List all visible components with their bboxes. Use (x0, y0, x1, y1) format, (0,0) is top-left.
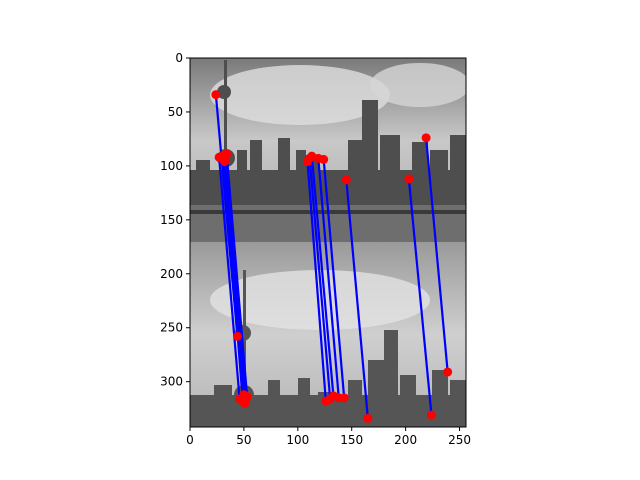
y-tick-label: 200 (160, 267, 183, 281)
keypoint-bottom (239, 390, 249, 400)
keypoint-top (211, 90, 221, 100)
keypoint-top (319, 154, 329, 164)
match-line (425, 137, 449, 373)
y-tick-label: 300 (160, 375, 183, 389)
x-tick-label: 250 (448, 433, 471, 447)
match-line (306, 161, 327, 402)
keypoint-bottom (427, 410, 436, 420)
x-tick-label: 150 (340, 433, 363, 447)
match-line (345, 179, 369, 419)
match-lines (214, 94, 449, 419)
keypoint-bottom (443, 367, 453, 377)
match-line (225, 153, 249, 397)
keypoint-top (404, 174, 414, 184)
match-line (221, 156, 246, 395)
axes: 0 50 100 150 200 250 0 50 100 150 200 250 300 (160, 51, 471, 447)
keypoint-top (421, 133, 431, 143)
x-tick-label: 50 (236, 433, 251, 447)
keypoint-bottom (232, 331, 242, 341)
y-tick-label: 100 (160, 159, 183, 173)
x-tick-label: 200 (394, 433, 417, 447)
keypoint-top (217, 151, 227, 161)
y-tick-label: 150 (160, 213, 183, 227)
match-line (223, 161, 248, 400)
match-line (407, 178, 433, 416)
background-image (190, 58, 466, 427)
y-tick-label: 0 (175, 51, 183, 65)
keypoint-bottom (339, 393, 349, 403)
keypoints (211, 90, 453, 423)
match-line (218, 157, 241, 400)
x-tick-label: 100 (286, 433, 309, 447)
keypoint-top (341, 175, 351, 185)
match-line (308, 158, 332, 400)
y-tick-label: 50 (168, 105, 183, 119)
x-tick-label: 0 (186, 433, 194, 447)
y-tick-label: 250 (160, 321, 183, 335)
match-line (310, 156, 335, 396)
match-line (317, 158, 340, 398)
match-line (322, 159, 346, 398)
keypoint-bottom (363, 413, 373, 423)
plot-frame (189, 57, 467, 428)
